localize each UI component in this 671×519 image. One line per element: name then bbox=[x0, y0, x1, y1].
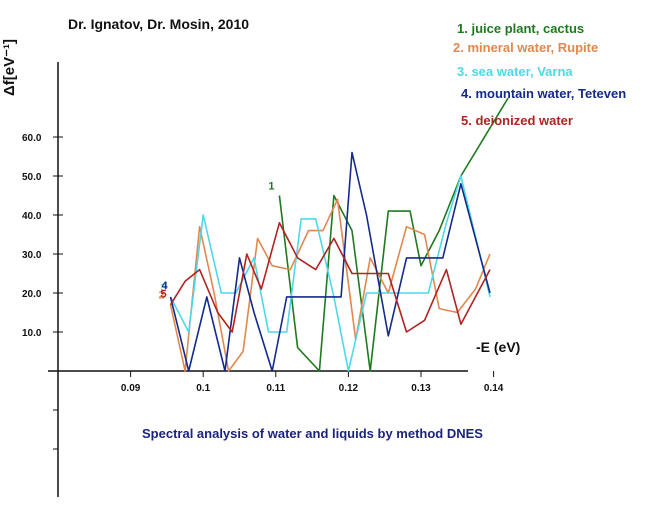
series-lines bbox=[169, 97, 509, 372]
series-line-3 bbox=[169, 175, 491, 372]
legend-entry-2: 2. mineral water, Rupite bbox=[453, 40, 598, 55]
series-marker-5: 5 bbox=[160, 289, 166, 301]
series-line-4 bbox=[169, 151, 491, 372]
legend-entry-4: 4. mountain water, Teteven bbox=[461, 86, 626, 101]
series-line-5 bbox=[169, 222, 491, 333]
x-tick-label: 0.12 bbox=[339, 383, 359, 394]
axis-ticks: 0.09 0.1 0.11 0.12 0.13 0.14 10.0 20.0 30.0 40.0 5… bbox=[22, 133, 504, 394]
legend-entry-1: 1. juice plant, cactus bbox=[457, 21, 584, 36]
y-tick-label: 50.0 bbox=[22, 172, 42, 183]
series-marker-1: 1 bbox=[268, 181, 274, 193]
legend-entry-3: 3. sea water, Varna bbox=[457, 64, 573, 79]
series-marker-3: 3 bbox=[160, 282, 166, 294]
y-tick-label: 10.0 bbox=[22, 328, 42, 339]
series-marker-2: 2 bbox=[158, 290, 164, 302]
authors-text: Dr. Ignatov, Dr. Mosin, 2010 bbox=[68, 16, 249, 32]
x-axis-label: -E (eV) bbox=[476, 339, 520, 355]
chart-caption: Spectral analysis of water and liquids b… bbox=[142, 426, 483, 441]
legend-entry-5: 5. deionized water bbox=[461, 113, 573, 128]
series-line-1 bbox=[278, 97, 509, 372]
series-line-2 bbox=[169, 198, 491, 372]
x-tick-label: 0.09 bbox=[121, 383, 141, 394]
y-tick-label: 20.0 bbox=[22, 289, 42, 300]
x-tick-label: 0.1 bbox=[196, 383, 210, 394]
x-tick-label: 0.13 bbox=[411, 383, 431, 394]
x-tick-label: 0.14 bbox=[484, 383, 504, 394]
series-marker-4: 4 bbox=[161, 280, 168, 292]
y-tick-label: 60.0 bbox=[22, 133, 42, 144]
y-tick-label: 30.0 bbox=[22, 250, 42, 261]
y-tick-label: 40.0 bbox=[22, 211, 42, 222]
x-tick-label: 0.11 bbox=[266, 383, 285, 394]
legend: 1. juice plant, cactus 2. mineral water, … bbox=[453, 21, 626, 128]
y-axis-label: Δf[eV⁻¹] bbox=[1, 39, 18, 96]
